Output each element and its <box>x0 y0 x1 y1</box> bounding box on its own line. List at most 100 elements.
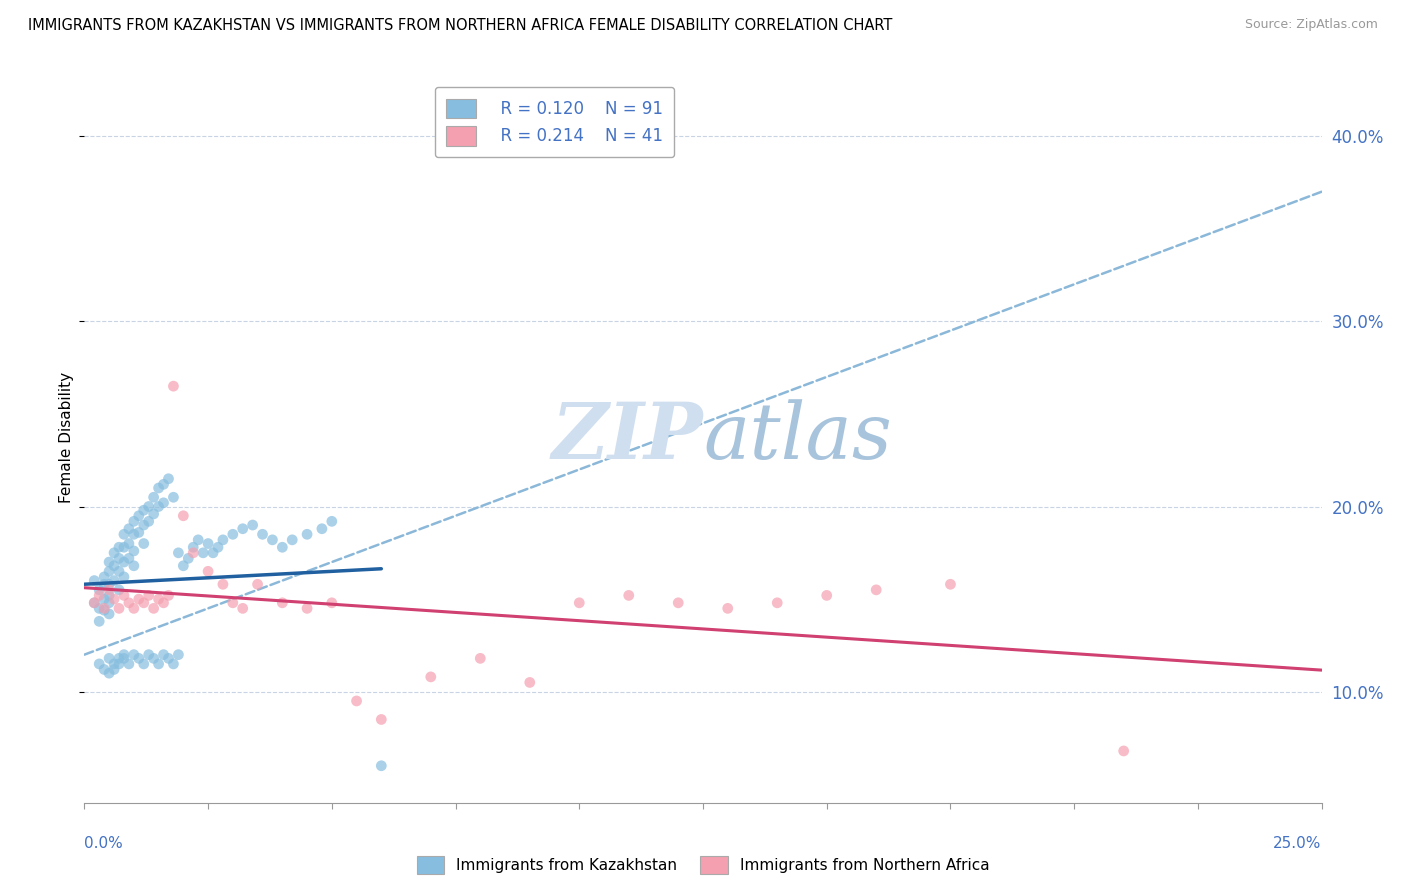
Point <box>112 555 135 569</box>
Point <box>232 601 254 615</box>
Point <box>157 588 180 602</box>
Text: Source: ZipAtlas.com: Source: ZipAtlas.com <box>1244 18 1378 31</box>
Point <box>89 615 111 629</box>
Point <box>112 541 135 555</box>
Point <box>419 670 441 684</box>
Point <box>89 588 111 602</box>
Point <box>197 565 219 579</box>
Point <box>252 527 274 541</box>
Point <box>122 601 145 615</box>
Point <box>108 541 131 555</box>
Point <box>138 588 160 602</box>
Point <box>118 536 141 550</box>
Point <box>138 500 160 514</box>
Point <box>122 527 145 541</box>
Point <box>271 541 294 555</box>
Point <box>108 601 131 615</box>
Point <box>246 577 269 591</box>
Point <box>98 565 121 579</box>
Point <box>167 546 190 560</box>
Point <box>212 533 235 547</box>
Point <box>242 518 264 533</box>
Point <box>118 657 141 671</box>
Point <box>815 588 838 602</box>
Point <box>138 514 160 528</box>
Point <box>181 541 204 555</box>
Point <box>519 675 541 690</box>
Text: 25.0%: 25.0% <box>1274 836 1322 851</box>
Point <box>132 657 155 671</box>
Point <box>162 657 184 671</box>
Point <box>232 522 254 536</box>
Point <box>346 694 368 708</box>
Point <box>103 546 125 560</box>
Point <box>122 558 145 573</box>
Point <box>98 607 121 621</box>
Point <box>157 472 180 486</box>
Point <box>152 648 174 662</box>
Point <box>370 713 392 727</box>
Point <box>177 551 200 566</box>
Point <box>98 577 121 591</box>
Point <box>108 582 131 597</box>
Point <box>93 663 115 677</box>
Point <box>89 657 111 671</box>
Point <box>197 536 219 550</box>
Point <box>112 527 135 541</box>
Point <box>108 551 131 566</box>
Point <box>83 574 105 588</box>
Point <box>939 577 962 591</box>
Legend: Immigrants from Kazakhstan, Immigrants from Northern Africa: Immigrants from Kazakhstan, Immigrants f… <box>411 850 995 880</box>
Point <box>122 514 145 528</box>
Point <box>152 596 174 610</box>
Point <box>103 657 125 671</box>
Point <box>112 648 135 662</box>
Point <box>98 555 121 569</box>
Point <box>103 663 125 677</box>
Text: 0.0%: 0.0% <box>84 836 124 851</box>
Point <box>568 596 591 610</box>
Point <box>118 551 141 566</box>
Point <box>98 582 121 597</box>
Point <box>93 603 115 617</box>
Point <box>321 596 343 610</box>
Point <box>222 596 245 610</box>
Text: ZIP: ZIP <box>551 399 703 475</box>
Point <box>172 558 194 573</box>
Y-axis label: Female Disability: Female Disability <box>59 371 73 503</box>
Point <box>191 546 214 560</box>
Point <box>202 546 225 560</box>
Point <box>132 596 155 610</box>
Point <box>470 651 492 665</box>
Point <box>112 651 135 665</box>
Point <box>666 596 689 610</box>
Text: atlas: atlas <box>703 399 891 475</box>
Point <box>148 481 170 495</box>
Point <box>132 518 155 533</box>
Point <box>1112 744 1135 758</box>
Point <box>281 533 304 547</box>
Point <box>271 596 294 610</box>
Point <box>89 582 111 597</box>
Point <box>157 651 180 665</box>
Point <box>142 507 165 521</box>
Point <box>132 536 155 550</box>
Point <box>118 522 141 536</box>
Point <box>98 651 121 665</box>
Point <box>103 592 125 607</box>
Point <box>717 601 740 615</box>
Legend:   R = 0.120    N = 91,   R = 0.214    N = 41: R = 0.120 N = 91, R = 0.214 N = 41 <box>434 87 675 157</box>
Point <box>83 596 105 610</box>
Point <box>128 651 150 665</box>
Point <box>346 805 368 819</box>
Point <box>172 508 194 523</box>
Point <box>89 601 111 615</box>
Point <box>98 666 121 681</box>
Point <box>138 648 160 662</box>
Point <box>321 514 343 528</box>
Point <box>128 592 150 607</box>
Point <box>112 570 135 584</box>
Point <box>93 577 115 591</box>
Point <box>103 574 125 588</box>
Point <box>142 490 165 504</box>
